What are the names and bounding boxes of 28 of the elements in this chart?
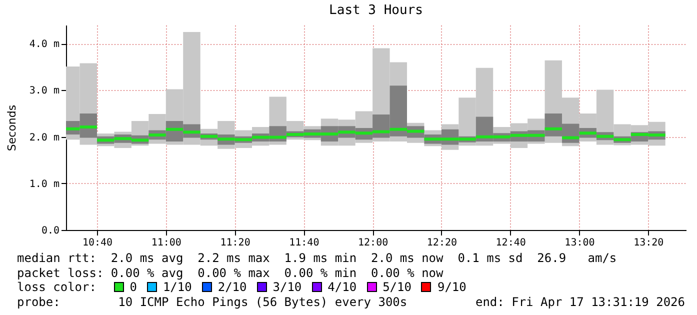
chart-title: Last 3 Hours [329,3,423,18]
text: 2/10 [218,280,247,294]
x-tick-label: 12:20 [426,238,457,248]
y-tick-label: 1.0 m [29,178,60,190]
text: loss color: [17,280,98,294]
x-tick-label: 12:40 [496,238,526,248]
text: 1/10 [162,280,192,294]
x-tick-label: 10:40 [82,238,113,248]
x-tick-label: 13:00 [564,238,595,248]
text: 5/10 [382,280,412,294]
x-tick-label: 13:20 [634,238,664,248]
text: 3/10 [272,280,302,294]
y-tick-label: 2.0 m [29,132,60,144]
text: 4/10 [328,280,357,294]
x-tick-label: 11:40 [289,238,320,248]
text: packet loss: 0.00 % avg 0.00 % max 0.00 % min 0.00 % now [17,266,444,280]
x-tick-label: 12:00 [358,238,388,248]
text: 9/10 [437,280,466,294]
text: end: Fri Apr 17 13:31:19 2026 [475,294,685,309]
y-tick-label: 3.0 m [29,86,60,97]
text: median rtt: 2.0 ms avg 2.2 ms max 1.9 ms min 2.0 ms now 0.1 ms sd 26.9 am/s [17,251,617,265]
x-tick-label: 11:20 [220,238,250,248]
text: probe: 10 ICMP Echo Pings (56 Bytes) every 300s [17,294,408,308]
text: 0 [130,280,137,294]
y-tick-label: 4.0 m [29,39,60,50]
y-tick-label: 0.0 [41,226,60,236]
x-tick-label: 11:00 [151,238,182,248]
y-axis-title: Seconds [5,104,18,152]
